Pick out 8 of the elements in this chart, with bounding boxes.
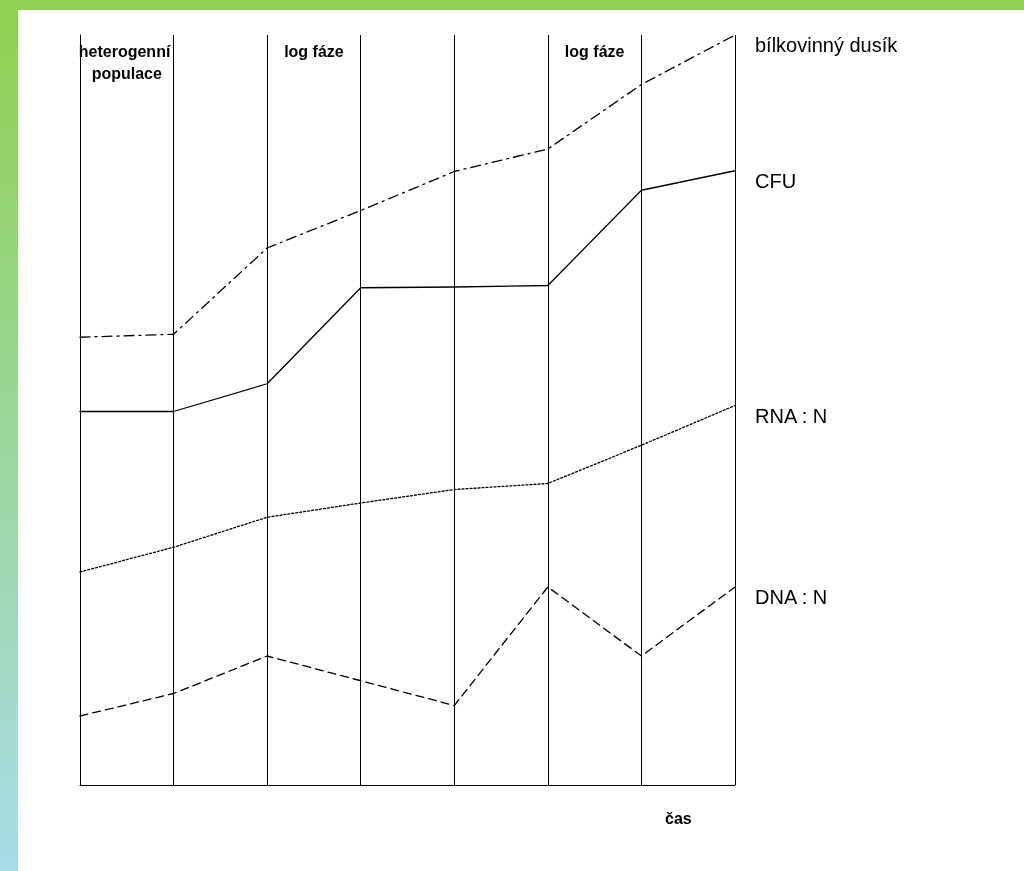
x-axis-title: čas (665, 809, 692, 827)
annotation: log fáze (284, 42, 344, 60)
annotation: heterogenní populace (78, 42, 175, 82)
series-label: bílkovinný dusík (755, 34, 899, 56)
series-label: RNA : N (755, 404, 828, 427)
series-label: CFU (755, 169, 797, 192)
annotation: log fáze (564, 42, 625, 60)
series-label: DNA : N (755, 586, 828, 608)
